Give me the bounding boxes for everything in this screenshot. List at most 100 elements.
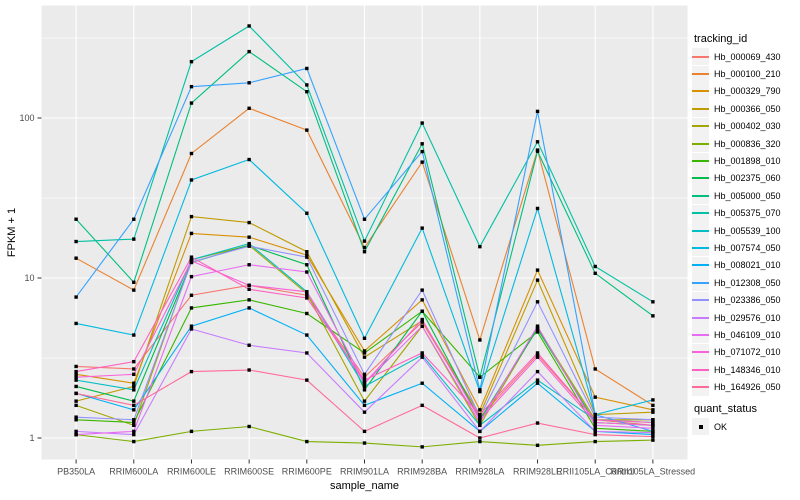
data-point [593,423,597,428]
data-point [420,226,424,230]
legend-key-box [692,169,709,187]
data-point [189,324,194,328]
data-point [189,59,194,64]
legend-key-box [692,100,709,118]
data-point [593,420,597,425]
data-point [247,24,251,28]
legend-item: Hb_002375_060 [692,169,781,187]
data-point [478,423,482,428]
data-point [420,353,424,357]
data-point [535,109,540,114]
data-point [305,90,309,94]
data-point [651,418,655,422]
data-point [362,239,367,243]
data-point [535,355,540,359]
legend-item-label: Hb_008021_010 [714,260,781,271]
legend-item: Hb_005539_100 [692,222,781,240]
data-point [189,293,194,297]
legend-item: Hb_000329_790 [692,82,781,100]
legend-line-swatch-icon [692,386,709,389]
data-point [74,403,78,408]
data-point [305,378,309,382]
data-point [74,378,78,382]
x-tick-label: RRII105LA_Control [556,467,634,477]
x-tick-label: RRII105LA_Stressed [611,467,696,477]
data-point [247,244,251,248]
data-point [651,314,655,318]
data-point [247,263,251,267]
legend-key-box [692,291,709,309]
data-point [189,429,194,434]
legend-item-label: Hb_001898_010 [714,156,781,167]
legend-item-label: Hb_000329_790 [714,86,781,97]
data-point [362,384,367,389]
data-point [132,367,136,371]
legend-item: Hb_012308_050 [692,274,781,292]
data-point [478,418,482,422]
legend-item: Hb_005000_050 [692,187,781,205]
data-point [535,300,540,304]
data-point [132,388,136,392]
data-point [478,388,482,392]
data-point [189,151,194,156]
data-point [247,298,251,302]
data-point [535,353,540,357]
data-point [74,418,78,422]
data-point [305,255,309,259]
x-tick-label: RRIM928LA [455,467,504,477]
legend-item: Hb_148346_010 [692,361,781,379]
data-point [74,321,78,326]
data-point [593,264,597,269]
data-point [189,274,194,279]
data-point [305,270,309,274]
data-point [593,426,597,430]
data-point [305,351,309,355]
legend-key-box [692,378,709,396]
data-point [535,268,540,272]
data-point [74,399,78,403]
data-point [535,369,540,374]
legend-item-label: Hb_164926_050 [714,382,781,393]
data-point [651,423,655,428]
legend-item-label: Hb_046109_010 [714,329,781,340]
data-point [189,231,194,236]
legend-key-box [692,239,709,257]
data-point [478,375,482,379]
legend-key-box [692,187,709,205]
x-tick-label: RRIM600SE [224,467,274,477]
x-tick-label: PB350LA [57,467,95,477]
legend-item: Hb_000069_430 [692,48,781,66]
data-point [189,101,194,105]
data-point [362,429,367,434]
legend-item-label: Hb_005375_070 [714,208,781,219]
data-point [305,128,309,132]
legend-item-label: Hb_148346_010 [714,364,781,375]
data-point [189,259,194,263]
legend-item-label: Hb_071072_010 [714,347,781,358]
data-point [247,220,251,225]
data-point [362,355,367,359]
data-point [362,375,367,379]
legend-key-box [692,152,709,170]
data-point [420,445,424,449]
data-point [362,217,367,221]
legend-line-swatch-icon [692,351,709,354]
legend-item: Hb_007574_050 [692,239,781,257]
data-point [362,378,367,382]
legend-item-list: Hb_000069_430 Hb_000100_210 Hb_000329_790 H… [692,48,781,396]
legend-key-box [692,309,709,327]
legend-item: Hb_000100_210 [692,65,781,83]
data-point [247,81,251,85]
data-point [132,359,136,364]
legend-line-swatch-icon [692,264,709,267]
data-point [247,106,251,110]
legend-item: Hb_029576_010 [692,309,781,327]
data-point [478,415,482,419]
data-point [535,443,540,448]
data-point [132,333,136,337]
data-point [74,364,78,369]
data-point [74,375,78,379]
data-point [247,157,251,162]
data-point [478,389,482,394]
